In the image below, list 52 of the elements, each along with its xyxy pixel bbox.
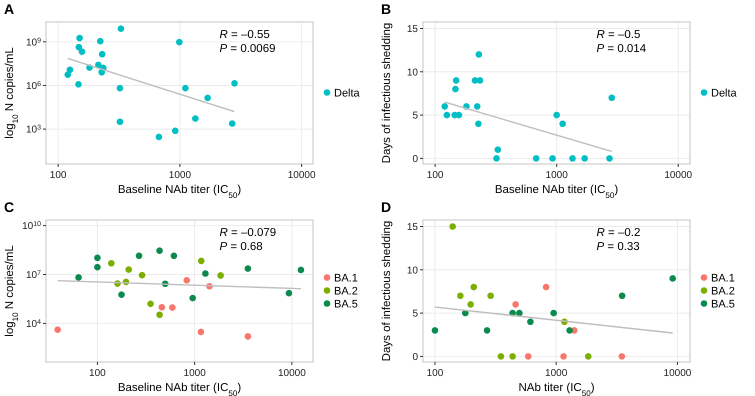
y-tick-label: 10$^{4}$: [26, 318, 42, 330]
y-tick-label: 5: [412, 110, 418, 122]
y-axis-title: Days of infectious shedding: [381, 220, 393, 362]
x-tick-label: 100: [426, 170, 444, 181]
chart-title: A: [4, 1, 14, 17]
x-axis-title: NAb titer (IC$_{50}$): [518, 382, 595, 396]
chart-title: C: [4, 199, 14, 215]
legend-label: Delta: [334, 87, 361, 100]
legend-label: BA.5: [334, 298, 358, 310]
x-tick-label: 10000: [278, 368, 306, 379]
x-tick-label: 10000: [288, 170, 316, 181]
x-tick-label: 100: [50, 170, 67, 181]
y-tick-label: 10: [406, 265, 418, 276]
y-tick-label: 0: [412, 352, 418, 363]
x-tick-label: 1000: [168, 170, 192, 181]
x-tick-label: 1000: [184, 368, 206, 379]
legend-label: BA.1: [334, 272, 358, 284]
annotation: R = –0.2: [596, 227, 640, 239]
x-tick-label: 10000: [664, 170, 693, 181]
annotation: R = –0.079: [220, 227, 276, 239]
x-tick-label: 1000: [546, 170, 568, 181]
annotation: P = 0.014: [596, 43, 647, 55]
y-tick-label: 15: [406, 24, 418, 35]
annotation: P = 0.33: [596, 241, 640, 253]
y-tick-label: 10$^{9}$: [26, 36, 42, 48]
y-tick-label: 15: [406, 222, 418, 233]
annotation: R = –0.5: [596, 29, 640, 41]
x-tick-label: 100: [426, 368, 444, 379]
x-axis-title: Baseline NAb titer (IC$_{50}$): [118, 382, 242, 396]
x-tick-label: 1000: [545, 368, 568, 379]
legend-label: BA.2: [711, 285, 735, 298]
legend-label: Delta: [711, 87, 738, 100]
y-tick-label: 0: [412, 154, 418, 165]
y-tick-label: 10$^{10}$: [22, 220, 42, 232]
x-tick-label: 100: [89, 368, 106, 379]
annotation: P = 0.68: [220, 241, 263, 253]
legend-label: BA.1: [711, 272, 735, 284]
y-tick-label: 10$^{7}$: [26, 270, 42, 281]
y-tick-label: 10$^{6}$: [26, 80, 42, 92]
y-tick-label: 10: [406, 67, 418, 78]
annotation: R = –0.55: [220, 29, 270, 41]
x-axis-title: Baseline NAb titer (IC$_{50}$): [494, 184, 618, 200]
y-tick-label: 10$^{3}$: [26, 124, 42, 136]
y-axis-title: Days of infectious shedding: [381, 22, 393, 164]
x-axis-title: Baseline NAb titer (IC$_{50}$): [118, 184, 242, 200]
legend-label: BA.5: [711, 298, 735, 310]
annotation: P = 0.0069: [220, 43, 276, 55]
y-tick-label: 5: [412, 308, 418, 320]
x-tick-label: 10000: [664, 368, 692, 379]
legend-label: BA.2: [334, 285, 358, 298]
chart-title: D: [381, 199, 392, 215]
chart-title: B: [381, 1, 392, 17]
